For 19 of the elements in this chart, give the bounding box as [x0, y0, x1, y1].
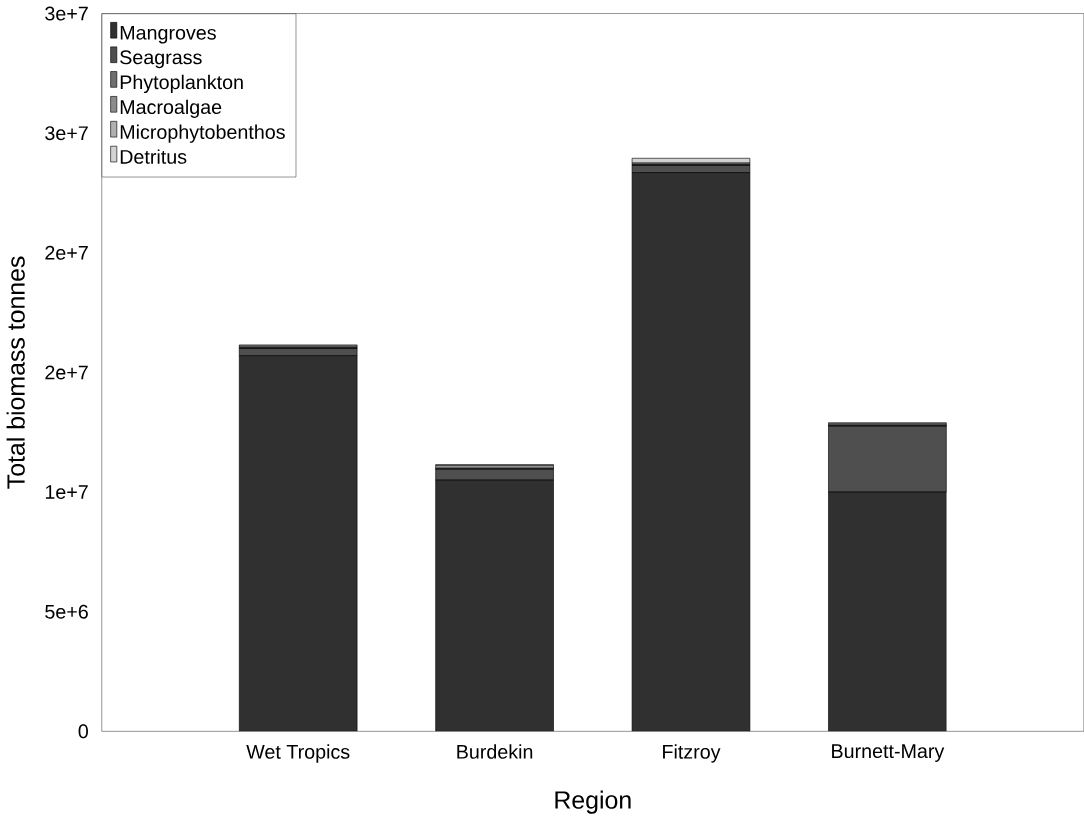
y-tick-label: 0	[78, 724, 88, 739]
y-tick-label: 1e+7	[45, 485, 88, 499]
legend-label: Detritus	[120, 149, 187, 164]
y-tick-label: 2e+7	[45, 365, 88, 380]
legend-label: Microphytobenthos	[120, 124, 285, 143]
legend-label: Mangroves	[120, 25, 216, 44]
x-tick-label: Fitzroy	[663, 744, 721, 763]
x-axis-title: Region	[555, 790, 631, 814]
x-tick-label: Burnett-Mary	[832, 744, 945, 762]
y-tick-label: 5e+6	[45, 604, 88, 619]
legend-label: Phytoplankton	[120, 74, 243, 93]
x-tick-label: Burdekin	[457, 744, 533, 759]
legend-label: Seagrass	[120, 50, 202, 69]
y-tick-label: 3e+7	[45, 126, 88, 140]
legend-label: Macroalgae	[120, 99, 222, 118]
y-axis-title: Total biomass tonnes	[6, 256, 25, 489]
y-tick-label: 3e+7	[45, 6, 88, 21]
x-tick-label: Wet Tropics	[246, 744, 350, 763]
y-tick-label: 2e+7	[45, 245, 88, 260]
